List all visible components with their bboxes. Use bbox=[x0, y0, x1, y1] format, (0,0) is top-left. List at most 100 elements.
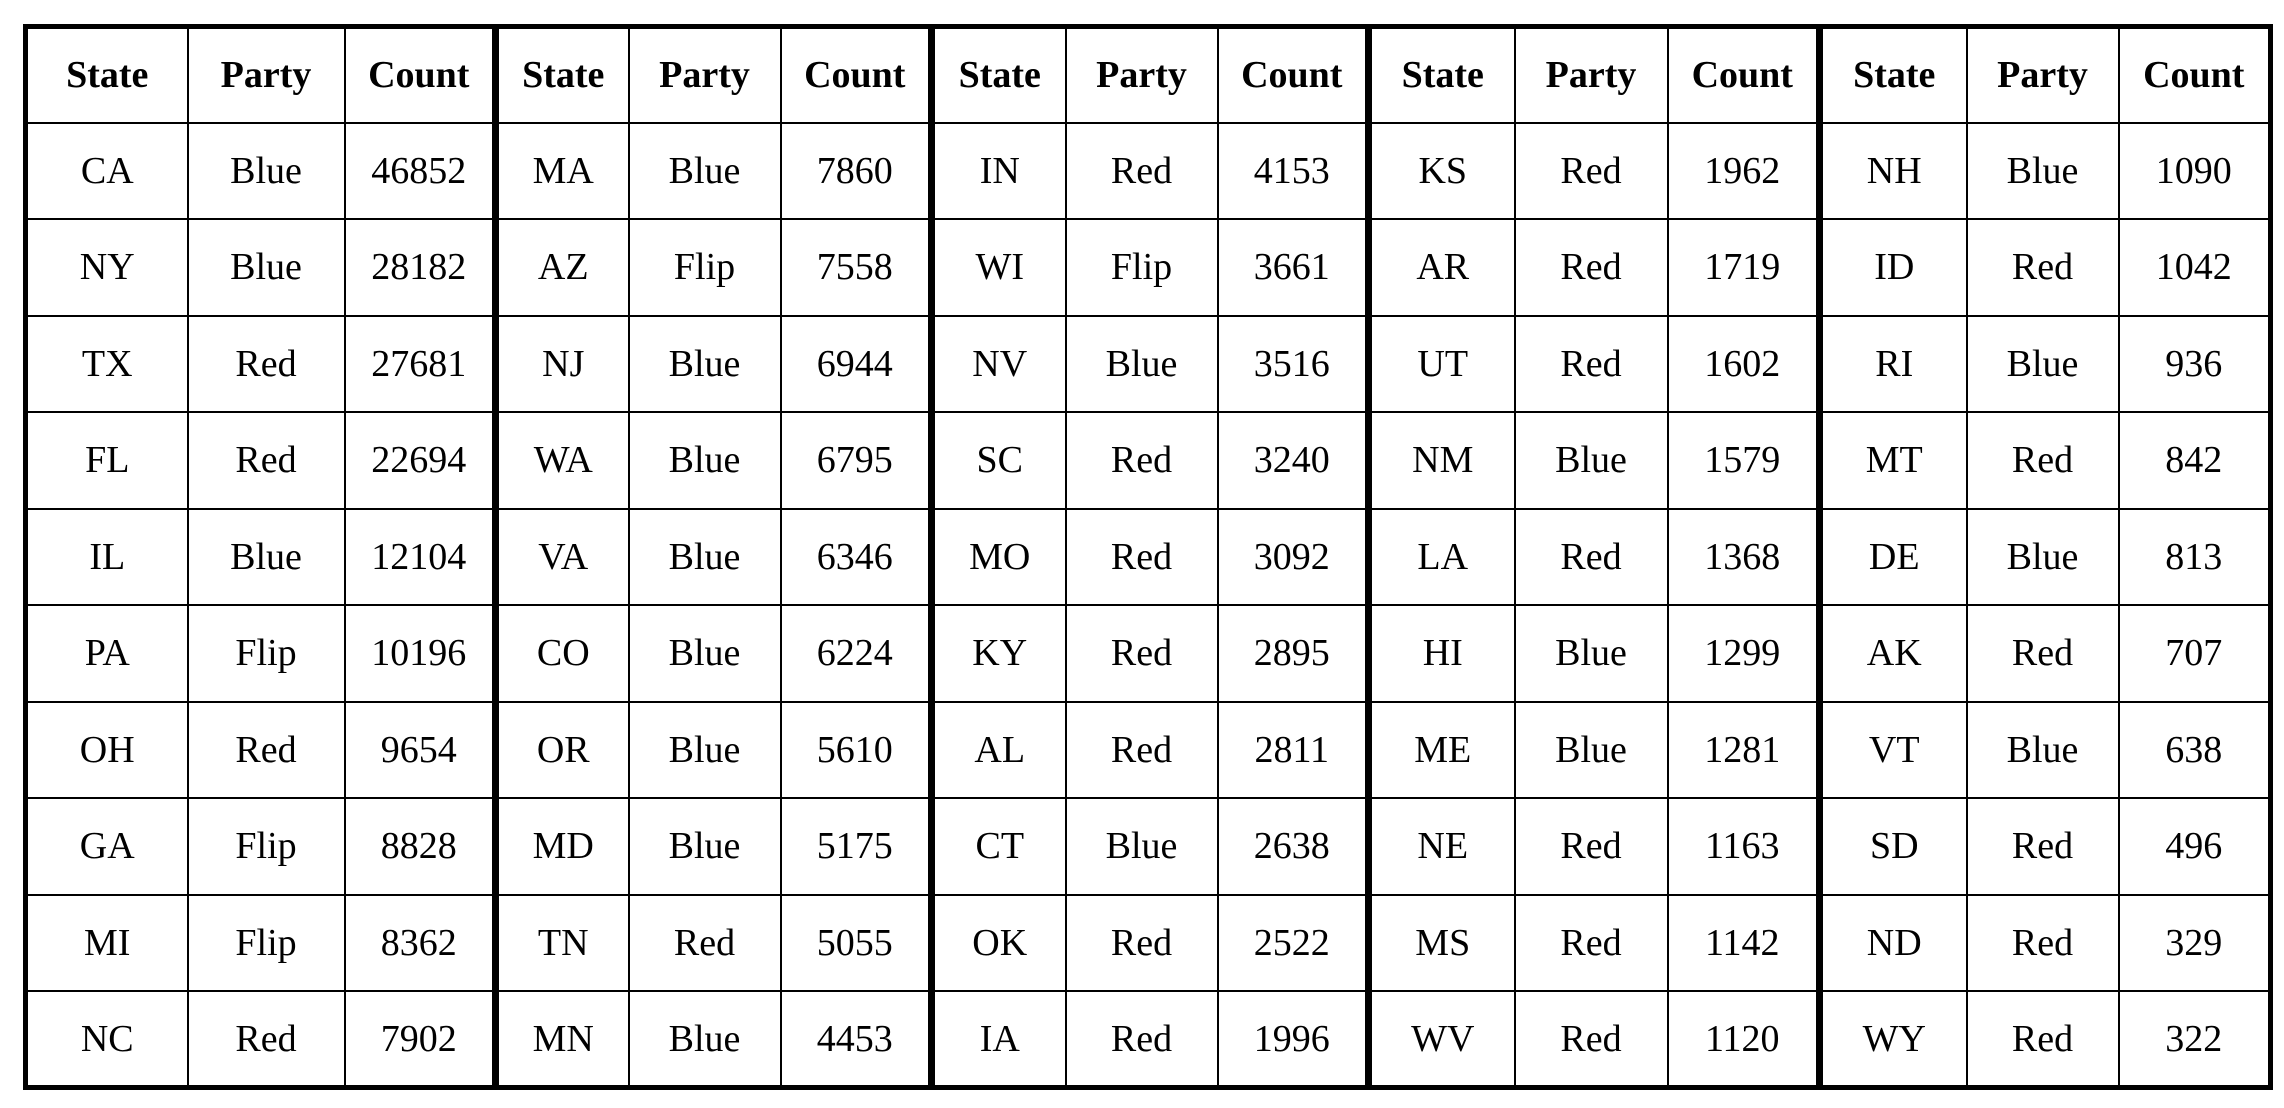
table-cell: 8828 bbox=[343, 797, 497, 896]
table-cell: ND bbox=[1816, 893, 1968, 992]
table-cell: Blue bbox=[627, 990, 782, 1089]
table-cell: 6795 bbox=[779, 411, 933, 510]
table-cell: NE bbox=[1365, 797, 1516, 896]
table-cell: Blue bbox=[186, 218, 346, 317]
table-cell: NV bbox=[928, 314, 1067, 413]
table-cell: 46852 bbox=[343, 121, 497, 220]
table-cell: 8362 bbox=[343, 893, 497, 992]
table-cell: 1163 bbox=[1666, 797, 1821, 896]
table-cell: 3092 bbox=[1216, 507, 1370, 606]
table-cell: Blue bbox=[1064, 797, 1219, 896]
table-row: TX Red 27681 NJ Blue 6944 NV Blue 3516 UT Red 1602 R… bbox=[23, 314, 2272, 413]
table-cell: 936 bbox=[2117, 314, 2272, 413]
table-cell: KS bbox=[1365, 121, 1516, 220]
table-cell: OK bbox=[928, 893, 1067, 992]
table-cell: NH bbox=[1816, 121, 1968, 220]
table-cell: FL bbox=[23, 411, 189, 510]
table-cell: Blue bbox=[627, 507, 782, 606]
table-cell: Red bbox=[1064, 604, 1219, 703]
table-cell: Red bbox=[1064, 121, 1219, 220]
table-cell: 2638 bbox=[1216, 797, 1370, 896]
table-cell: 1602 bbox=[1666, 314, 1821, 413]
table-cell: 6346 bbox=[779, 507, 933, 606]
table-cell: Flip bbox=[1064, 218, 1219, 317]
table-cell: Red bbox=[1513, 121, 1669, 220]
table-cell: Red bbox=[1064, 893, 1219, 992]
table-cell: 22694 bbox=[343, 411, 497, 510]
table-cell: Blue bbox=[1513, 411, 1669, 510]
column-header: Party bbox=[186, 25, 346, 124]
table-row: FL Red 22694 WA Blue 6795 SC Red 3240 NM Blue 1579 M… bbox=[23, 411, 2272, 510]
table-cell: KY bbox=[928, 604, 1067, 703]
table-cell: 329 bbox=[2117, 893, 2272, 992]
table-cell: TX bbox=[23, 314, 189, 413]
table-cell: WY bbox=[1816, 990, 1968, 1089]
table-cell: 7860 bbox=[779, 121, 933, 220]
table-cell: NM bbox=[1365, 411, 1516, 510]
table-cell: Red bbox=[1513, 314, 1669, 413]
table-cell: 2895 bbox=[1216, 604, 1370, 703]
table-cell: 2811 bbox=[1216, 700, 1370, 799]
table-cell: SD bbox=[1816, 797, 1968, 896]
table-cell: Red bbox=[1965, 411, 2120, 510]
table-cell: 5175 bbox=[779, 797, 933, 896]
table-cell: 27681 bbox=[343, 314, 497, 413]
table-cell: CA bbox=[23, 121, 189, 220]
table-cell: 3516 bbox=[1216, 314, 1370, 413]
table-cell: Blue bbox=[1513, 700, 1669, 799]
table-cell: OH bbox=[23, 700, 189, 799]
table-cell: NJ bbox=[492, 314, 630, 413]
table-cell: Red bbox=[1513, 218, 1669, 317]
table-cell: NY bbox=[23, 218, 189, 317]
table-cell: Red bbox=[1965, 893, 2120, 992]
table-cell: 7902 bbox=[343, 990, 497, 1089]
table-cell: MO bbox=[928, 507, 1067, 606]
column-header: Count bbox=[1666, 25, 1821, 124]
table-cell: Flip bbox=[186, 797, 346, 896]
table-cell: Red bbox=[186, 411, 346, 510]
column-header: Count bbox=[779, 25, 933, 124]
table-cell: Red bbox=[186, 314, 346, 413]
table-cell: VT bbox=[1816, 700, 1968, 799]
table-cell: Blue bbox=[1965, 507, 2120, 606]
table-cell: 4453 bbox=[779, 990, 933, 1089]
table-cell: 1996 bbox=[1216, 990, 1370, 1089]
table-cell: 496 bbox=[2117, 797, 2272, 896]
table-cell: RI bbox=[1816, 314, 1968, 413]
table-cell: AL bbox=[928, 700, 1067, 799]
table-cell: Red bbox=[1965, 990, 2120, 1089]
table-cell: 638 bbox=[2117, 700, 2272, 799]
table-cell: Blue bbox=[1965, 121, 2120, 220]
table-cell: WV bbox=[1365, 990, 1516, 1089]
column-header: State bbox=[492, 25, 630, 124]
table-row: OH Red 9654 OR Blue 5610 AL Red 2811 ME Blue 1281 VT… bbox=[23, 700, 2272, 799]
column-header: Party bbox=[627, 25, 782, 124]
table-cell: MI bbox=[23, 893, 189, 992]
table-cell: Blue bbox=[627, 700, 782, 799]
table-cell: AZ bbox=[492, 218, 630, 317]
table-cell: AR bbox=[1365, 218, 1516, 317]
table-cell: 1090 bbox=[2117, 121, 2272, 220]
table-cell: 1120 bbox=[1666, 990, 1821, 1089]
table-row: GA Flip 8828 MD Blue 5175 CT Blue 2638 NE Red 1163 S… bbox=[23, 797, 2272, 896]
table-cell: Blue bbox=[627, 411, 782, 510]
table-cell: 1962 bbox=[1666, 121, 1821, 220]
table-cell: UT bbox=[1365, 314, 1516, 413]
table-cell: AK bbox=[1816, 604, 1968, 703]
column-header: Count bbox=[1216, 25, 1370, 124]
table-cell: Blue bbox=[627, 314, 782, 413]
table-cell: 4153 bbox=[1216, 121, 1370, 220]
table-cell: NC bbox=[23, 990, 189, 1089]
table-cell: Red bbox=[1965, 797, 2120, 896]
column-header: State bbox=[928, 25, 1067, 124]
header-row: State Party Count State Party Count State Party… bbox=[23, 25, 2272, 124]
table-cell: CO bbox=[492, 604, 630, 703]
table-cell: ID bbox=[1816, 218, 1968, 317]
table-cell: 6224 bbox=[779, 604, 933, 703]
table-cell: IA bbox=[928, 990, 1067, 1089]
table-body: CA Blue 46852 MA Blue 7860 IN Red 4153 KS Red 1962 N… bbox=[23, 121, 2272, 1089]
table-row: MI Flip 8362 TN Red 5055 OK Red 2522 MS Red 1142 ND R… bbox=[23, 893, 2272, 992]
table-cell: SC bbox=[928, 411, 1067, 510]
table-cell: 1579 bbox=[1666, 411, 1821, 510]
table-cell: Blue bbox=[1965, 314, 2120, 413]
